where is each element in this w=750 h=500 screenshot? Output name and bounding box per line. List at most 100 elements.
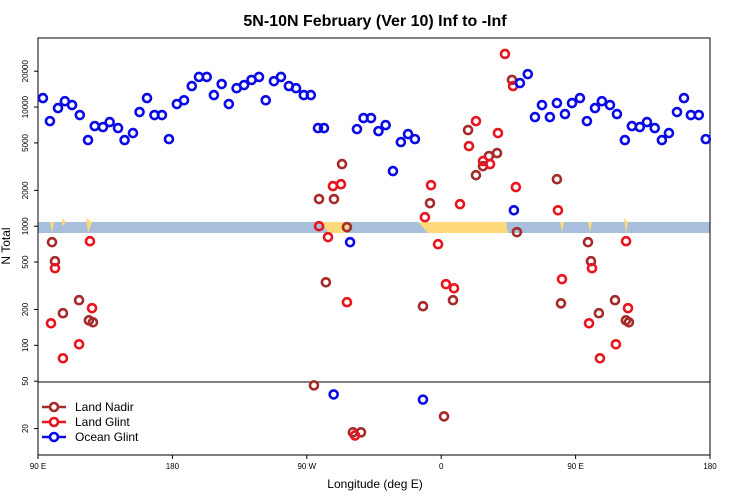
point <box>510 181 522 193</box>
band-segment <box>50 222 54 233</box>
point <box>409 133 421 145</box>
point <box>104 116 115 128</box>
point <box>463 140 475 152</box>
point <box>611 108 623 120</box>
point <box>656 134 668 146</box>
point <box>551 97 563 109</box>
point <box>454 198 466 210</box>
point <box>308 380 320 391</box>
point <box>156 109 168 121</box>
point <box>216 78 227 90</box>
point <box>313 220 325 232</box>
point <box>387 165 399 177</box>
point <box>119 134 130 146</box>
point <box>186 80 198 92</box>
point <box>522 68 534 80</box>
point <box>432 238 444 250</box>
point <box>596 95 608 107</box>
x-tick-label: 180 <box>703 462 717 471</box>
point <box>328 389 339 400</box>
point <box>97 121 109 133</box>
point <box>555 298 567 309</box>
y-tick-label: 100 <box>21 338 30 352</box>
point <box>163 133 175 145</box>
band-segment <box>588 222 592 233</box>
point <box>484 158 496 170</box>
point <box>623 317 635 328</box>
point <box>634 121 646 133</box>
point <box>313 193 325 205</box>
point <box>448 283 460 294</box>
legend-label: Ocean Glint <box>75 430 139 444</box>
point <box>112 122 124 134</box>
point <box>238 79 250 91</box>
point <box>328 193 340 205</box>
point <box>536 99 548 111</box>
point <box>336 158 348 170</box>
band-segment <box>560 222 564 233</box>
point <box>552 204 564 216</box>
y-tick-label: 1000 <box>21 217 30 235</box>
point <box>52 102 64 114</box>
point <box>318 122 330 134</box>
y-tick-label: 5000 <box>21 133 30 151</box>
point <box>208 89 220 101</box>
point <box>583 318 595 329</box>
point <box>440 278 452 290</box>
point <box>322 231 334 243</box>
point <box>582 236 594 248</box>
point <box>86 302 98 314</box>
point <box>438 411 450 422</box>
y-tick-label: 10000 <box>21 95 30 118</box>
y-axis-label: N Total <box>0 227 13 264</box>
point <box>365 112 377 124</box>
plot-frame <box>37 37 711 456</box>
point <box>610 338 622 350</box>
point <box>57 352 69 364</box>
point <box>89 120 101 132</box>
point <box>619 134 631 146</box>
point <box>275 71 287 83</box>
point <box>663 127 675 139</box>
y-tick-label: 50 <box>21 376 30 385</box>
point <box>556 273 568 285</box>
point <box>84 235 96 247</box>
point <box>380 119 391 131</box>
y-tick-label: 20 <box>21 424 30 433</box>
point <box>253 71 265 83</box>
point <box>447 294 459 306</box>
point <box>87 317 99 328</box>
point <box>649 122 661 134</box>
point <box>529 111 541 123</box>
point <box>470 169 482 181</box>
point <box>419 211 431 223</box>
point <box>491 147 503 159</box>
point <box>335 178 347 190</box>
point <box>290 82 302 94</box>
point <box>402 128 414 140</box>
point <box>73 338 85 350</box>
point <box>417 394 429 405</box>
point <box>671 106 683 118</box>
point <box>462 124 474 136</box>
point <box>641 116 653 128</box>
point <box>544 111 556 123</box>
legend-label: Land Nadir <box>75 400 134 414</box>
x-tick-label: 180 <box>166 462 180 471</box>
point <box>511 226 523 238</box>
y-tick-label: 2000 <box>21 181 30 199</box>
point <box>620 235 632 247</box>
point <box>586 262 598 274</box>
point <box>305 89 317 101</box>
point <box>492 127 504 139</box>
point <box>424 197 436 209</box>
point <box>260 94 272 106</box>
point <box>693 109 705 121</box>
point <box>589 102 601 114</box>
point <box>373 125 384 137</box>
point <box>44 115 56 127</box>
point <box>66 99 78 111</box>
y-tick-label: 200 <box>21 302 30 316</box>
x-tick-label: 90 E <box>567 462 583 471</box>
